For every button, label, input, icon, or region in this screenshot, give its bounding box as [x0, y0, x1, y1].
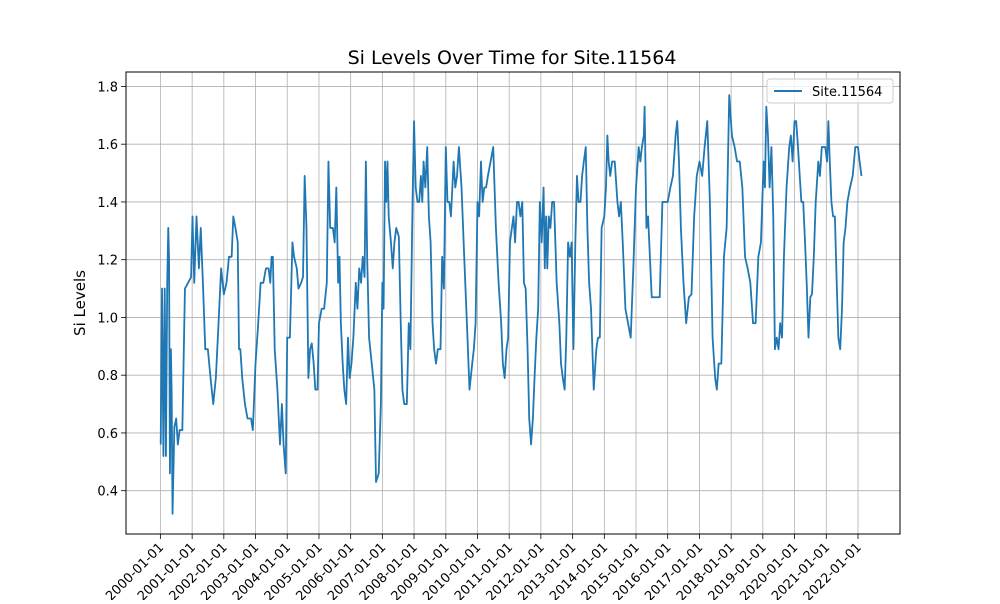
legend: Site.11564 — [766, 78, 894, 104]
y-tick-label: 1.0 — [97, 311, 118, 326]
y-tick-label: 0.6 — [97, 427, 118, 442]
y-tick-label: 0.4 — [97, 485, 118, 500]
y-axis: 0.4 0.6 0.8 1.0 1.2 1.4 1.6 1.8 — [97, 80, 126, 500]
y-axis-label: Si Levels — [71, 270, 89, 336]
y-tick-label: 1.2 — [97, 254, 118, 269]
legend-label-site-11564: Site.11564 — [812, 85, 882, 100]
chart-title: Si Levels Over Time for Site.11564 — [348, 47, 677, 69]
series-line-site-11564 — [159, 94, 863, 515]
y-tick-label: 1.6 — [97, 138, 118, 153]
plot-area-frame — [125, 71, 901, 535]
legend-frame — [766, 78, 894, 104]
y-tick-label: 1.4 — [97, 196, 118, 211]
y-tick-label: 1.8 — [97, 80, 118, 95]
series-lines — [159, 94, 863, 515]
y-tick-label: 0.8 — [97, 369, 118, 384]
